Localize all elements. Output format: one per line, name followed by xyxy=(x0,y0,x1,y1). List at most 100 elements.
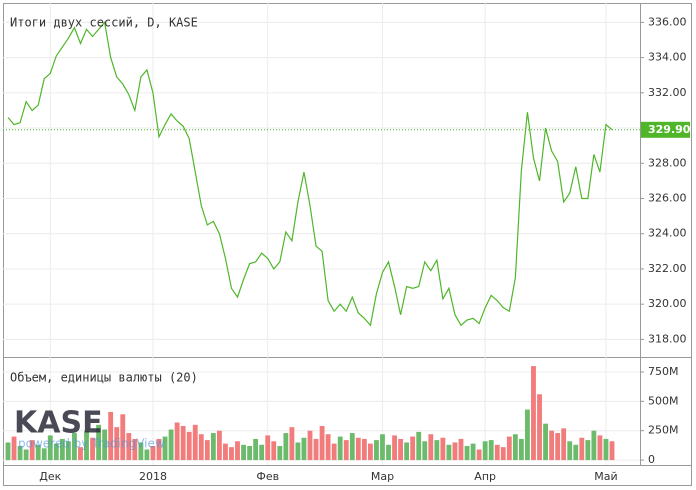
volume-bar xyxy=(144,449,150,461)
volume-bar xyxy=(325,434,331,461)
volume-title: Объем, единицы валюты (20) xyxy=(10,371,198,385)
volume-bar xyxy=(289,427,295,461)
frame xyxy=(3,3,692,486)
volume-bar xyxy=(277,445,283,461)
volume-bar xyxy=(500,447,506,461)
volume-bar xyxy=(53,443,59,461)
y-tick-label: 324.00 xyxy=(648,227,687,240)
volume-bar xyxy=(512,434,518,461)
volume-bar xyxy=(150,445,156,461)
volume-bar xyxy=(126,433,132,461)
volume-bar xyxy=(470,443,476,461)
volume-bar xyxy=(464,445,470,461)
volume-bar xyxy=(35,444,41,461)
volume-bar xyxy=(259,444,265,461)
volume-bar xyxy=(404,442,410,461)
volume-bar xyxy=(102,429,108,461)
volume-bar xyxy=(168,429,174,461)
volume-bar xyxy=(567,441,573,461)
y-tick-label: 328.00 xyxy=(648,156,687,169)
x-tick-label: Май xyxy=(594,470,617,483)
volume-bar xyxy=(174,422,180,461)
volume-bar xyxy=(603,438,609,461)
volume-bar xyxy=(11,436,17,461)
volume-bar xyxy=(198,434,204,461)
volume-bar xyxy=(494,444,500,461)
volume-bar xyxy=(84,430,89,461)
volume-bar xyxy=(216,430,222,461)
volume-bar xyxy=(525,409,530,461)
volume-bar xyxy=(17,445,23,461)
volume-bar xyxy=(337,436,343,461)
y-tick-label: 250M xyxy=(648,424,679,437)
volume-bar xyxy=(446,444,452,461)
x-tick-label: Дек xyxy=(39,470,61,483)
volume-bar xyxy=(307,430,313,461)
volume-bar xyxy=(367,443,373,461)
volume-bar xyxy=(434,440,440,461)
volume-bar xyxy=(247,445,253,461)
volume-bar xyxy=(398,438,404,461)
x-tick-label: Апр xyxy=(474,470,496,483)
chart-title: Итоги двух сессий, D, KASE xyxy=(10,16,198,30)
volume-bar xyxy=(108,411,114,461)
y-tick-label: 322.00 xyxy=(648,262,687,275)
volume-bar xyxy=(506,436,512,461)
marks xyxy=(3,21,640,461)
volume-bar xyxy=(573,444,579,461)
volume-bar xyxy=(47,435,53,461)
volume-bar xyxy=(609,441,615,461)
y-tick-label: 336.00 xyxy=(648,15,687,28)
volume-bar xyxy=(380,434,385,461)
volume-bar xyxy=(114,427,120,461)
volume-bar xyxy=(343,440,349,461)
volume-bar xyxy=(65,441,71,461)
volume-bar xyxy=(235,441,240,461)
volume-bar xyxy=(313,438,319,461)
volume-bar xyxy=(301,437,307,461)
last-price-box xyxy=(641,121,690,138)
watermark-text: powered by TradingView xyxy=(18,437,165,451)
volume-bar xyxy=(59,438,65,461)
volume-bar xyxy=(597,435,603,461)
y-tick-label: 334.00 xyxy=(648,51,687,64)
volume-bar xyxy=(241,444,246,461)
volume-bar xyxy=(229,447,234,461)
volume-bar xyxy=(549,430,555,461)
volume-bar xyxy=(90,437,95,461)
volume-bar xyxy=(271,441,277,461)
y-tick-label: 0 xyxy=(648,453,655,466)
last-price-label: 329.90 xyxy=(648,123,691,136)
volume-bar xyxy=(29,440,35,461)
price-line xyxy=(7,21,613,327)
y-tick-label: 318.00 xyxy=(648,332,687,345)
y-tick-label: 750M xyxy=(648,365,679,378)
volume-bar xyxy=(156,438,162,461)
volume-bar xyxy=(132,438,138,461)
volume-bar xyxy=(265,435,271,461)
volume-bar xyxy=(361,438,367,461)
volume-bar xyxy=(331,443,337,461)
grid xyxy=(3,3,640,465)
volume-bar xyxy=(349,433,355,461)
y-tick-label: 326.00 xyxy=(648,191,687,204)
volume-bar xyxy=(138,442,144,461)
volume-bar xyxy=(392,435,397,461)
volume-bar xyxy=(223,443,228,461)
volume-bar xyxy=(585,440,591,461)
volume-bar xyxy=(204,440,210,461)
volume-bar xyxy=(192,424,198,461)
volume-bar xyxy=(537,394,542,461)
y-tick-label: 500M xyxy=(648,394,679,407)
volume-bar xyxy=(72,433,77,461)
volume-bar xyxy=(518,438,524,461)
volume-bar xyxy=(555,433,561,461)
labels: Дек 2018 Фев Мар Апр Май 318.00 320.00 322.00 324… xyxy=(39,15,691,483)
volume-bar xyxy=(488,440,494,461)
volume-bar xyxy=(386,444,391,461)
volume-bar xyxy=(482,441,488,461)
watermark-logo: KASE xyxy=(14,406,103,441)
volume-bar xyxy=(374,440,379,461)
